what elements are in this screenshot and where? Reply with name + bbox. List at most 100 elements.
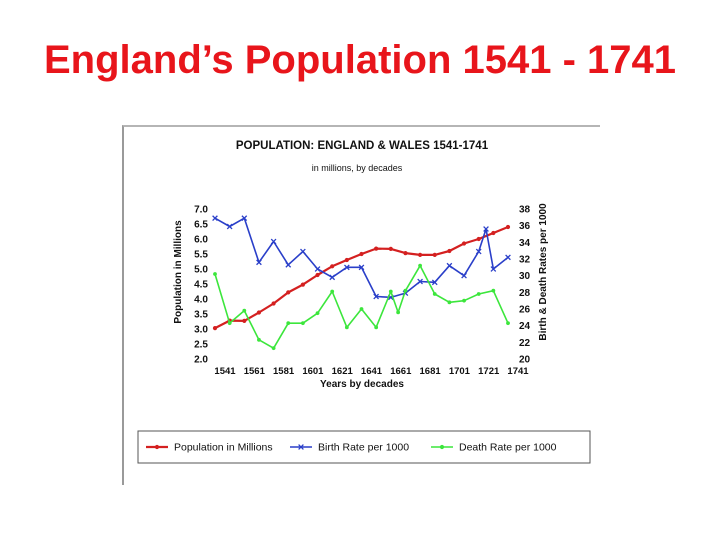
data-point-population xyxy=(418,252,423,257)
data-point-birth-rate xyxy=(300,248,306,255)
y-tick-right-label: 38 xyxy=(519,205,531,216)
x-marker xyxy=(241,215,248,222)
x-tick-label: 1701 xyxy=(449,366,471,377)
data-point-death-rate xyxy=(476,292,481,296)
x-axis-label: Years by decades xyxy=(320,379,404,390)
x-marker xyxy=(226,223,233,230)
data-point-death-rate xyxy=(418,263,422,268)
y-tick-left-label: 4.0 xyxy=(194,295,208,306)
x-marker xyxy=(417,278,423,285)
x-marker xyxy=(256,259,262,266)
data-point-death-rate xyxy=(344,325,349,330)
y-tick-left-label: 2.5 xyxy=(194,340,208,351)
data-point-death-rate xyxy=(388,289,393,294)
legend-swatch-marker xyxy=(154,444,160,450)
data-point-population xyxy=(388,246,393,251)
x-tick-label: 1601 xyxy=(302,366,324,377)
y-tick-left-label: 6.0 xyxy=(194,235,208,246)
chart-legend: Population in Millions Birth Rate per 100… xyxy=(137,430,591,464)
y-tick-right-label: 34 xyxy=(519,238,531,249)
data-point-death-rate xyxy=(374,325,379,330)
data-point-death-rate xyxy=(257,337,261,342)
y-tick-right-label: 22 xyxy=(519,338,531,349)
data-point-population xyxy=(491,230,496,236)
x-marker xyxy=(505,254,511,261)
data-point-death-rate xyxy=(286,321,291,326)
data-point-population xyxy=(432,252,437,257)
x-tick-label: 1561 xyxy=(244,366,266,377)
data-point-population xyxy=(359,251,364,257)
data-point-population xyxy=(286,290,291,295)
legend-label: Birth Rate per 1000 xyxy=(318,442,409,454)
data-point-population xyxy=(330,264,335,269)
x-tick-label: 1661 xyxy=(390,366,412,377)
data-point-death-rate xyxy=(242,308,247,313)
chart-subtitle: in millions, by decades xyxy=(312,163,403,173)
x-marker xyxy=(270,238,277,245)
x-tick-label: 1541 xyxy=(214,366,236,377)
data-point-death-rate xyxy=(359,307,364,311)
x-marker xyxy=(343,264,350,271)
data-point-death-rate xyxy=(396,310,401,315)
data-point-birth-rate xyxy=(329,274,336,281)
x-marker xyxy=(483,226,489,232)
y-tick-right-label: 24 xyxy=(519,321,531,332)
data-point-birth-rate xyxy=(483,226,489,232)
legend-label: Death Rate per 1000 xyxy=(459,442,557,454)
data-point-death-rate xyxy=(506,321,510,326)
data-point-birth-rate xyxy=(270,238,277,245)
y-tick-right-label: 20 xyxy=(519,355,531,366)
data-point-death-rate xyxy=(330,289,335,294)
data-point-birth-rate xyxy=(475,248,482,255)
slide-title: England’s Population 1541 - 1741 xyxy=(43,38,677,82)
data-point-population xyxy=(344,257,349,263)
x-marker xyxy=(300,248,306,255)
x-tick-label: 1721 xyxy=(478,366,500,377)
data-point-population xyxy=(374,246,379,251)
x-marker xyxy=(285,261,292,268)
y-axis-right-label: Birth & Death Rates per 1000 xyxy=(538,203,549,341)
x-marker xyxy=(329,274,336,281)
data-point-birth-rate xyxy=(256,259,262,266)
data-point-population xyxy=(300,282,305,287)
chart-frame: POPULATION: ENGLAND & WALES 1541-1741 in… xyxy=(122,125,600,485)
legend-swatch-marker xyxy=(439,444,445,450)
x-marker xyxy=(373,293,380,300)
data-point-birth-rate xyxy=(212,215,218,222)
data-point-population xyxy=(476,236,481,242)
y-tick-right-label: 30 xyxy=(519,271,531,282)
x-tick-label: 1621 xyxy=(332,366,354,377)
data-point-birth-rate xyxy=(417,278,423,285)
data-point-death-rate xyxy=(491,288,496,293)
x-marker xyxy=(358,264,365,271)
data-point-death-rate xyxy=(447,300,452,305)
x-marker xyxy=(461,272,467,279)
y-tick-left-label: 6.5 xyxy=(194,220,208,231)
series-line-2 xyxy=(214,264,509,349)
data-point-population xyxy=(461,241,467,246)
data-point-birth-rate xyxy=(314,266,321,272)
x-marker xyxy=(314,266,321,272)
y-tick-left-label: 3.5 xyxy=(194,310,208,321)
data-point-population xyxy=(505,224,511,230)
data-point-death-rate xyxy=(301,321,305,326)
y-tick-right-label: 32 xyxy=(519,255,531,266)
data-point-birth-rate xyxy=(226,223,233,230)
data-point-birth-rate xyxy=(490,266,497,272)
data-point-death-rate xyxy=(315,311,320,316)
y-tick-left-label: 4.5 xyxy=(194,280,208,291)
population-chart: POPULATION: ENGLAND & WALES 1541-1741 in… xyxy=(137,140,591,464)
y-tick-right-label: 28 xyxy=(519,288,531,299)
data-point-death-rate xyxy=(227,321,232,326)
x-marker xyxy=(475,248,482,255)
x-marker xyxy=(446,262,453,269)
legend-box xyxy=(137,430,591,464)
data-point-death-rate xyxy=(462,298,466,303)
x-tick-label: 1741 xyxy=(507,366,529,377)
data-point-birth-rate xyxy=(446,262,453,269)
y-tick-left-label: 7.0 xyxy=(194,205,208,216)
x-marker xyxy=(490,266,497,272)
legend-swatch-marker xyxy=(298,444,304,450)
x-tick-label: 1681 xyxy=(420,366,442,377)
data-point-birth-rate xyxy=(431,279,438,286)
